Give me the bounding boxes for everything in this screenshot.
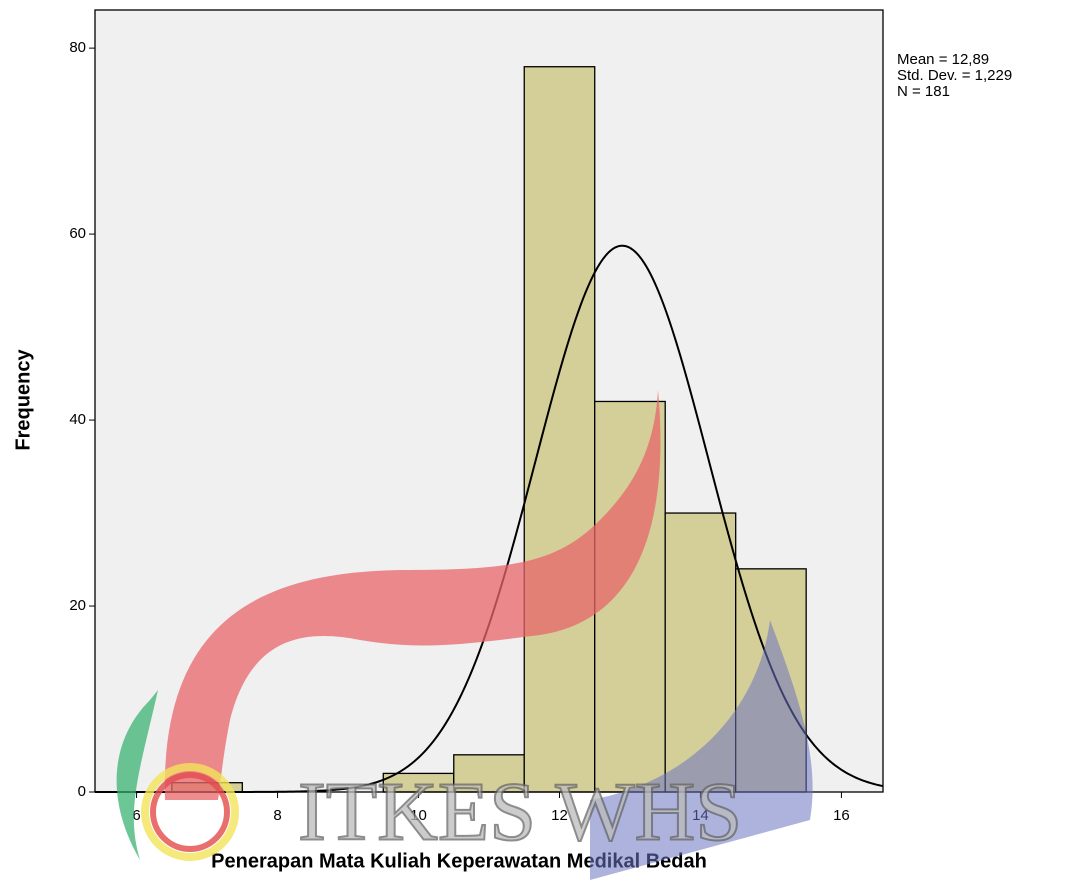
- x-tick-label: 8: [273, 807, 281, 824]
- x-axis-label: Penerapan Mata Kuliah Keperawatan Medika…: [211, 850, 707, 872]
- y-tick-label: 0: [78, 783, 86, 800]
- bar: [453, 754, 525, 793]
- bar: [594, 400, 666, 793]
- bar: [664, 512, 737, 793]
- y-tick-label: 20: [69, 597, 86, 614]
- bar: [523, 66, 596, 793]
- x-tick-label: 10: [410, 807, 427, 824]
- y-tick-label: 40: [69, 411, 86, 428]
- x-tick-label: 12: [551, 807, 568, 824]
- x-tick-label: 14: [692, 807, 709, 824]
- bar: [171, 782, 243, 793]
- stat-label: N = 181: [897, 83, 950, 100]
- y-axis-label: Frequency: [12, 349, 34, 451]
- y-tick-label: 80: [69, 39, 86, 56]
- bar: [735, 568, 807, 793]
- stat-label: Std. Dev. = 1,229: [897, 67, 1012, 84]
- y-tick-label: 60: [69, 225, 86, 242]
- stat-label: Mean = 12,89: [897, 51, 989, 68]
- x-tick-label: 6: [132, 807, 140, 824]
- x-tick-label: 16: [833, 807, 850, 824]
